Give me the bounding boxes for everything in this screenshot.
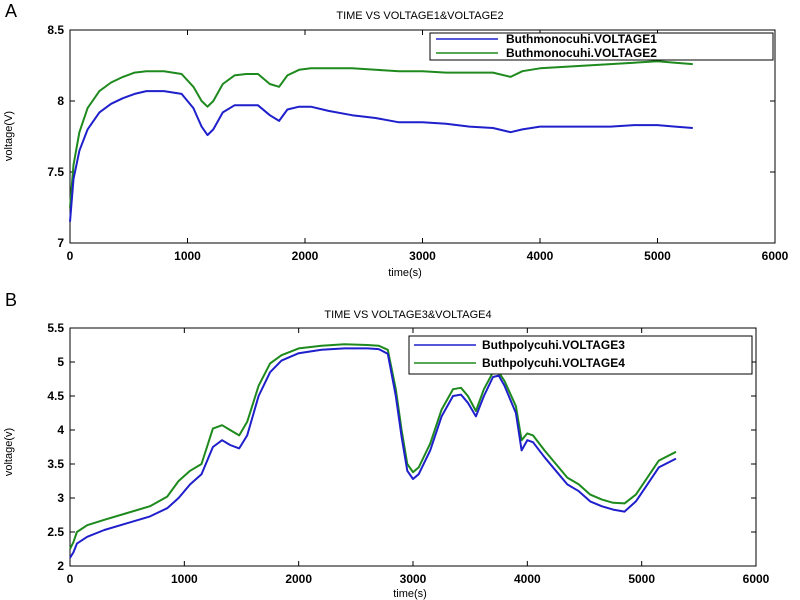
chart-a-legend-box: [429, 32, 774, 61]
chart-b-ytick-label: 5.5: [47, 321, 64, 335]
chart-b-xtick-label: 6000: [743, 572, 770, 586]
chart-a-lines: [69, 60, 693, 222]
chart-b-ytick-label: 4.5: [47, 389, 64, 403]
chart-b-legend-label-voltage3: Buthpolycuhi.VOLTAGE3: [482, 338, 625, 352]
chart-b-ytick-label: 4: [57, 423, 64, 437]
chart-b-legend: Buthpolycuhi.VOLTAGE3 Buthpolycuhi.VOLTA…: [408, 335, 753, 375]
chart-a-xtick-label: 5000: [644, 249, 671, 263]
chart-b-series-line-first: [69, 347, 677, 559]
chart-b-ytick-label: 3: [57, 491, 64, 505]
chart-b-title: TIME VS VOLTAGE3&VOLTAGE4: [324, 309, 491, 321]
chart-a-plot-frame: [69, 29, 776, 244]
chart-a-ytick-label: 8: [57, 94, 64, 108]
chart-a-legend-label-voltage2: Buthmonocuhi.VOLTAGE2: [506, 46, 657, 60]
chart-b-series-line-second: [69, 343, 677, 550]
chart-a-xtick-label: 4000: [527, 249, 554, 263]
panel-label-a: A: [5, 1, 17, 21]
chart-b-xtick-label: 0: [67, 572, 74, 586]
chart-a-ytick-label: 7.5: [47, 165, 64, 179]
chart-a-ytick-label: 7: [57, 236, 64, 250]
chart-a-xtick-label: 0: [67, 249, 74, 263]
chart-b-ytick-label: 3.5: [47, 457, 64, 471]
chart-panel-a: A TIME VS VOLTAGE1&VOLTAGE2 0 1000 2000 300…: [3, 1, 789, 279]
chart-a-xtick-label: 2000: [292, 249, 319, 263]
chart-panel-b: B TIME VS VOLTAGE3&VOLTAGE4 0 1000 2000 300…: [3, 290, 770, 600]
chart-b-xtick-label: 5000: [628, 572, 655, 586]
chart-b-ylabel: voltage(v): [3, 428, 15, 476]
chart-a-xlabel: time(s): [388, 267, 422, 279]
chart-a-xtick-label: 6000: [762, 249, 789, 263]
chart-b-xtick-label: 4000: [514, 572, 541, 586]
chart-b-xtick-label: 2000: [285, 572, 312, 586]
chart-b-lines: [69, 343, 677, 559]
chart-b-xtick-label: 3000: [400, 572, 427, 586]
chart-a-series-line-second: [69, 60, 693, 208]
chart-a-legend-label-voltage1: Buthmonocuhi.VOLTAGE1: [506, 32, 657, 46]
chart-a-series-line-first: [69, 90, 693, 222]
chart-a-ytick-label: 8.5: [47, 23, 64, 37]
chart-a-title: TIME VS VOLTAGE1&VOLTAGE2: [336, 10, 503, 22]
chart-b-ytick-label: 5: [57, 355, 64, 369]
chart-b-xlabel: time(s): [393, 588, 427, 600]
chart-b-ticks: 0 1000 2000 3000 4000 5000 6000 2 2.5 3 3.5 4 4.5 5 5.…: [47, 321, 769, 586]
chart-b-xtick-label: 1000: [171, 572, 198, 586]
chart-a-ylabel: voltage(V): [3, 111, 15, 161]
chart-a-xtick-label: 1000: [174, 249, 201, 263]
chart-a-legend: Buthmonocuhi.VOLTAGE1 Buthmonocuhi.VOLTA…: [429, 32, 774, 61]
chart-b-legend-box: [408, 335, 753, 375]
chart-a-xtick-label: 3000: [409, 249, 436, 263]
chart-b-ytick-label: 2.5: [47, 525, 64, 539]
chart-b-legend-label-voltage4: Buthpolycuhi.VOLTAGE4: [482, 356, 625, 370]
chart-b-ytick-label: 2: [57, 559, 64, 573]
panel-label-b: B: [5, 290, 17, 310]
